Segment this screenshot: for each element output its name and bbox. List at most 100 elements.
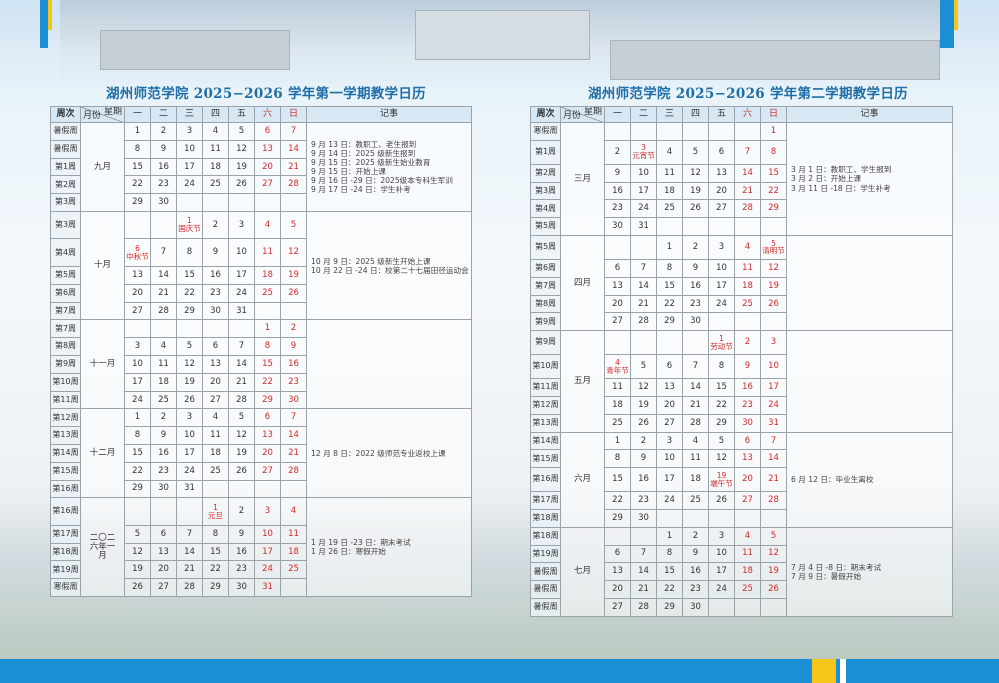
header-row: 周次 星期 月份一二三四五六日记事 (50, 106, 472, 123)
day-cell (280, 193, 307, 212)
day-cell: 1 国庆节 (176, 210, 203, 240)
week-label: 第6周 (530, 258, 561, 278)
day-cell (604, 330, 631, 356)
header-row: 周次 星期 月份一二三四五六日记事 (530, 106, 953, 123)
week-row: 第11周 24 25 26 27 28 29 30 (50, 390, 472, 410)
month-name: 二〇二六年一月 (89, 532, 116, 561)
day-cell: 23 (202, 283, 229, 303)
day-cell: 24 (228, 283, 255, 303)
week-label: 第9周 (530, 312, 561, 332)
week-row: 第10周 17 18 19 20 21 22 23 (50, 372, 472, 392)
day-cell (254, 193, 281, 212)
week-row: 第13周 25 26 27 28 29 30 31 (530, 413, 953, 433)
day-cell: 19 端午节 (708, 467, 735, 493)
day-cell: 7 (760, 431, 787, 451)
day-cell: 11 (734, 258, 761, 278)
day-cell: 20 (708, 181, 735, 201)
day-cell: 22 (604, 491, 631, 510)
week-row: 第3周 十月 1 国庆节 2 3 4 5 10 月 9 日：2025 级新生开始上课 10 月 2… (50, 210, 472, 321)
day-cell: 27 (124, 301, 151, 321)
month-label: 五月 (560, 330, 605, 433)
day-cell (604, 122, 631, 141)
day-cell: 16 (682, 562, 709, 582)
week-row: 第4周 6 中秋节 7 8 9 10 11 12 (50, 238, 472, 267)
day-cell: 26 (280, 283, 307, 303)
week-row: 暑假周 13 14 15 16 17 18 19 (530, 562, 953, 582)
day-cell: 22 (124, 461, 151, 481)
day-cell: 5 (228, 408, 255, 428)
day-cell: 12 (682, 163, 709, 183)
day-cell: 4 (734, 234, 761, 260)
semester-1-calendar-table: 周次 星期 月份一二三四五六日记事 暑假周 九月 1 2 3 4 5 6 7 9 月 13 日：教职工、… (50, 106, 472, 598)
day-cell: 1 (604, 431, 631, 451)
day-cell: 26 (760, 580, 787, 599)
day-cell: 5 (228, 122, 255, 141)
note-line: 9 月 15 日：2025 级新生始业教育 (311, 157, 431, 167)
note-line: 7 月 4 日 -8 日：期末考试 (791, 562, 882, 572)
week-label: 第8周 (50, 337, 81, 356)
header-month-label: 月份 (83, 110, 102, 121)
day-cell: 25 (150, 390, 177, 410)
day-number: 4 (615, 357, 620, 367)
day-cell: 27 (254, 175, 281, 195)
header-day-5: 六 (734, 106, 761, 123)
day-cell: 10 (124, 354, 151, 374)
day-cell: 15 (708, 378, 735, 397)
week-row: 第9周 10 11 12 13 14 15 16 (50, 354, 472, 374)
day-cell: 24 (124, 390, 151, 410)
day-number: 1 (213, 502, 218, 512)
day-cell: 17 (254, 542, 281, 562)
day-cell: 15 (656, 562, 683, 582)
day-cell: 4 (734, 526, 761, 546)
notes-cell (786, 234, 953, 332)
day-cell: 2 (280, 319, 307, 339)
week-label: 第5周 (530, 234, 561, 260)
day-cell (760, 217, 787, 236)
day-cell: 22 (760, 181, 787, 201)
day-cell: 9 (630, 449, 657, 469)
week-row: 寒假周 26 27 28 29 30 31 (50, 578, 472, 598)
note-line: 10 月 9 日：2025 级新生开始上课 (311, 256, 431, 266)
day-cell: 8 (124, 139, 151, 159)
day-cell: 30 (150, 193, 177, 212)
day-cell: 18 (280, 542, 307, 562)
day-cell: 10 (176, 426, 203, 445)
day-cell: 24 (760, 395, 787, 415)
day-cell (734, 122, 761, 141)
day-cell (708, 312, 735, 332)
week-row: 第3周 16 17 18 19 20 21 22 (530, 181, 953, 201)
day-cell: 19 (760, 562, 787, 582)
day-cell: 1 (656, 526, 683, 546)
day-number: 6 (135, 243, 140, 253)
month-name: 三月 (573, 173, 591, 184)
header-day-0: 一 (124, 106, 151, 123)
day-cell: 9 (682, 258, 709, 278)
week-row: 第4周 23 24 25 26 27 28 29 (530, 199, 953, 219)
day-cell: 27 (604, 597, 631, 617)
day-cell: 15 (604, 467, 631, 493)
month-name: 五月 (573, 375, 591, 386)
day-cell: 16 (202, 265, 229, 285)
day-cell (682, 122, 709, 141)
week-row: 第2周 9 10 11 12 13 14 15 (530, 163, 953, 183)
month-label: 十月 (80, 210, 125, 321)
week-label: 第4周 (50, 238, 81, 267)
day-cell: 16 (150, 157, 177, 177)
day-cell: 13 (254, 426, 281, 445)
day-cell: 10 (708, 258, 735, 278)
day-cell: 7 (176, 524, 203, 544)
day-cell: 29 (124, 479, 151, 499)
week-row: 第7周 十一月 1 2 (50, 319, 472, 410)
day-cell: 16 (734, 378, 761, 397)
day-cell: 4 (682, 431, 709, 451)
week-label: 第1周 (530, 139, 561, 165)
day-cell: 9 (604, 163, 631, 183)
day-cell: 4 (150, 337, 177, 356)
week-row: 第13周 8 9 10 11 12 13 14 (50, 426, 472, 445)
day-cell: 8 (124, 426, 151, 445)
day-cell: 7 (630, 544, 657, 564)
day-cell: 23 (280, 372, 307, 392)
week-row: 第15周 22 23 24 25 26 27 28 (50, 461, 472, 481)
week-row: 第14周 六月 1 2 3 4 5 6 7 6 月 12 日：毕业生离校 (530, 431, 953, 528)
month-label: 六月 (560, 431, 605, 528)
